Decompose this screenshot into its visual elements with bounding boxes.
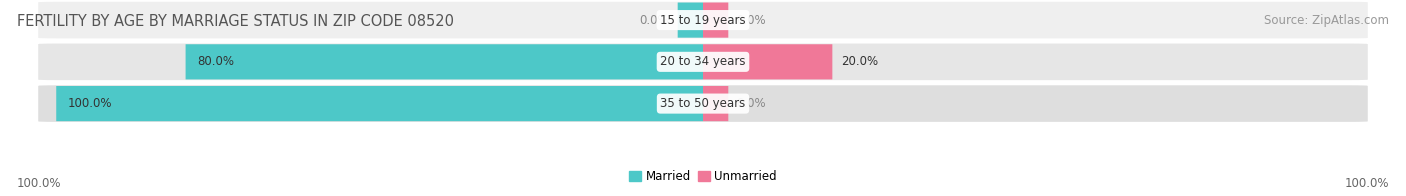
Text: FERTILITY BY AGE BY MARRIAGE STATUS IN ZIP CODE 08520: FERTILITY BY AGE BY MARRIAGE STATUS IN Z… (17, 14, 454, 29)
Text: 20 to 34 years: 20 to 34 years (661, 55, 745, 68)
Legend: Married, Unmarried: Married, Unmarried (624, 166, 782, 188)
Text: 0.0%: 0.0% (737, 14, 766, 27)
FancyBboxPatch shape (37, 84, 1369, 123)
FancyBboxPatch shape (703, 3, 728, 38)
Text: 15 to 19 years: 15 to 19 years (661, 14, 745, 27)
FancyBboxPatch shape (703, 44, 832, 79)
Text: 100.0%: 100.0% (17, 177, 62, 190)
Text: 20.0%: 20.0% (841, 55, 877, 68)
FancyBboxPatch shape (37, 0, 1369, 40)
Text: 80.0%: 80.0% (197, 55, 233, 68)
FancyBboxPatch shape (703, 86, 728, 121)
Text: 0.0%: 0.0% (737, 97, 766, 110)
FancyBboxPatch shape (56, 86, 703, 121)
FancyBboxPatch shape (186, 44, 703, 79)
FancyBboxPatch shape (678, 3, 703, 38)
Text: 0.0%: 0.0% (640, 14, 669, 27)
FancyBboxPatch shape (37, 42, 1369, 82)
Text: Source: ZipAtlas.com: Source: ZipAtlas.com (1264, 14, 1389, 27)
Text: 35 to 50 years: 35 to 50 years (661, 97, 745, 110)
Text: 100.0%: 100.0% (1344, 177, 1389, 190)
Text: 100.0%: 100.0% (67, 97, 112, 110)
